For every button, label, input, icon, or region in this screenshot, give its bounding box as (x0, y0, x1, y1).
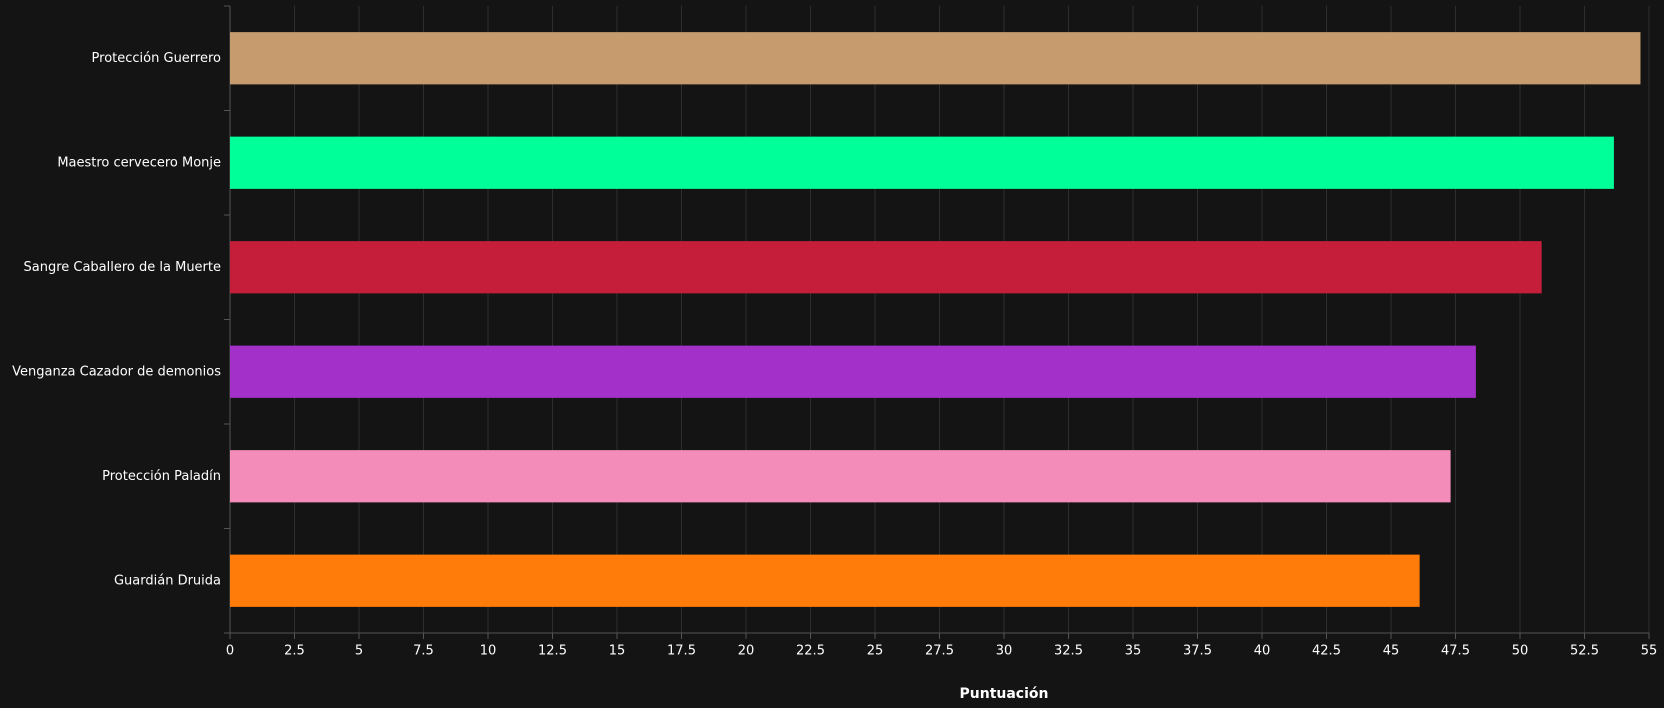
y-tick-label: Protección Guerrero (92, 51, 221, 66)
x-axis-title: Puntuación (960, 686, 1049, 702)
x-tick-label: 52.5 (1570, 644, 1599, 659)
x-tick-label: 47.5 (1441, 644, 1470, 659)
x-tick-label: 35 (1125, 644, 1142, 659)
x-tick-label: 45 (1383, 644, 1400, 659)
y-tick-label: Venganza Cazador de demonios (12, 364, 221, 379)
x-tick-label: 25 (867, 644, 884, 659)
x-tick-label: 20 (738, 644, 755, 659)
x-tick-label: 12.5 (538, 644, 567, 659)
x-tick-label: 17.5 (667, 644, 696, 659)
x-tick-label: 2.5 (284, 644, 305, 659)
y-tick-label: Sangre Caballero de la Muerte (23, 260, 221, 275)
bar (230, 345, 1476, 398)
x-tick-label: 32.5 (1054, 644, 1083, 659)
x-tick-label: 37.5 (1183, 644, 1212, 659)
x-tick-label: 55 (1641, 644, 1658, 659)
x-tick-label: 0 (226, 644, 234, 659)
x-tick-label: 10 (480, 644, 497, 659)
x-tick-label: 27.5 (925, 644, 954, 659)
y-tick-label: Maestro cervecero Monje (57, 155, 221, 170)
x-tick-label: 15 (609, 644, 626, 659)
y-tick-label: Guardián Druida (114, 573, 221, 588)
bar (230, 554, 1420, 607)
bar (230, 241, 1542, 294)
x-tick-label: 42.5 (1312, 644, 1341, 659)
x-tick-label: 30 (996, 644, 1013, 659)
bar (230, 136, 1614, 189)
y-tick-label: Protección Paladín (102, 469, 221, 484)
bar (230, 32, 1641, 85)
x-tick-label: 22.5 (796, 644, 825, 659)
x-tick-label: 7.5 (413, 644, 434, 659)
x-tick-label: 50 (1512, 644, 1529, 659)
x-tick-label: 5 (355, 644, 363, 659)
bar (230, 450, 1451, 503)
x-tick-label: 40 (1254, 644, 1271, 659)
